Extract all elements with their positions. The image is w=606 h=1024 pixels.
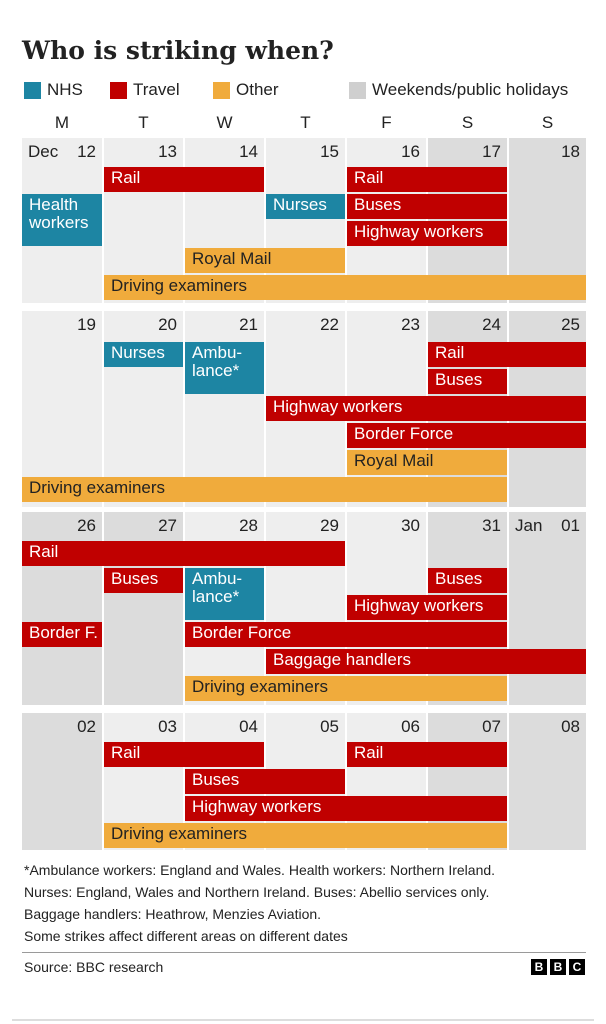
strike-bar-travel: Rail <box>104 742 264 767</box>
day-number: 18 <box>561 142 580 161</box>
strike-bar-nhs: Ambu-lance* <box>185 342 264 394</box>
bbc-logo-letter: B <box>550 959 566 975</box>
day-number: 04 <box>239 717 258 736</box>
legend-label: NHS <box>47 80 83 99</box>
weekday-header: T <box>138 113 149 132</box>
strike-bar-other: Royal Mail <box>347 450 507 475</box>
strike-bar-travel: Rail <box>428 342 586 367</box>
strike-bar-travel: Buses <box>428 369 507 394</box>
legend-item: Weekends/public holidays <box>349 80 568 100</box>
day-number: 13 <box>158 142 177 161</box>
day-number: 01 <box>561 516 580 535</box>
strike-bar-nhs: Nurses <box>266 194 345 219</box>
day-number: 20 <box>158 315 177 334</box>
weekday-header: T <box>300 113 311 132</box>
day-number: 02 <box>77 717 96 736</box>
legend-label: Weekends/public holidays <box>372 80 569 99</box>
day-number: 28 <box>239 516 258 535</box>
legend-swatch <box>24 81 41 99</box>
day-number: 25 <box>561 315 580 334</box>
bottom-divider <box>12 1019 594 1021</box>
strike-bar-travel: Highway workers <box>185 796 507 821</box>
source-note: Source: BBC research <box>24 959 164 975</box>
day-number: 12 <box>77 142 96 161</box>
strike-bar-travel: Border Force <box>185 622 507 647</box>
footnote-2: Nurses: England, Wales and Northern Irel… <box>24 884 490 900</box>
day-number: 21 <box>239 315 258 334</box>
legend-item: Other <box>213 80 279 100</box>
strike-bar-travel: Rail <box>347 742 507 767</box>
day-number: 07 <box>482 717 501 736</box>
day-number: 08 <box>561 717 580 736</box>
strike-bar-travel: Highway workers <box>347 595 507 620</box>
legend-item: Travel <box>110 80 180 100</box>
legend-label: Travel <box>133 80 180 99</box>
legend-swatch <box>213 81 230 99</box>
day-number: 05 <box>320 717 339 736</box>
strike-bar-other: Royal Mail <box>185 248 345 273</box>
legend-item: NHS <box>24 80 83 100</box>
day-number: 31 <box>482 516 501 535</box>
footer-divider <box>22 952 586 953</box>
strike-bar-travel: Buses <box>185 769 345 794</box>
strike-bar-other: Driving examiners <box>104 275 586 300</box>
footnote-1: *Ambulance workers: England and Wales. H… <box>24 862 496 878</box>
day-number: 14 <box>239 142 258 161</box>
strike-bar-nhs: Health workers <box>22 194 102 246</box>
day-number: 16 <box>401 142 420 161</box>
holiday-day-cell: 08 <box>509 713 586 850</box>
strike-bar-other: Driving examiners <box>185 676 507 701</box>
month-label: Dec <box>28 142 59 161</box>
strike-bar-other: Driving examiners <box>22 477 507 502</box>
day-number: 27 <box>158 516 177 535</box>
strike-bar-nhs: Ambu-lance* <box>185 568 264 620</box>
day-number: 26 <box>77 516 96 535</box>
holiday-day-cell: 01 Jan <box>509 512 586 705</box>
day-number: 19 <box>77 315 96 334</box>
strike-bar-travel: Baggage handlers <box>266 649 586 674</box>
bbc-logo-letter: B <box>531 959 547 975</box>
day-number: 24 <box>482 315 501 334</box>
weekday-header: M <box>54 113 70 132</box>
weekday-header: S <box>541 113 554 132</box>
day-number: 06 <box>401 717 420 736</box>
bbc-logo-letter: C <box>569 959 585 975</box>
strike-bar-travel: Border Force <box>347 423 586 448</box>
strike-bar-nhs: Nurses <box>104 342 183 367</box>
day-cell: 19 <box>22 311 102 507</box>
legend-label: Other <box>236 80 279 99</box>
chart-title: Who is striking when? <box>22 36 334 65</box>
weekday-header: F <box>381 113 392 132</box>
strike-bar-travel: Rail <box>104 167 264 192</box>
strike-bar-travel: Rail <box>22 541 345 566</box>
day-number: 17 <box>482 142 501 161</box>
strike-bar-other: Driving examiners <box>104 823 507 848</box>
weekday-header: W <box>216 113 233 132</box>
day-number: 30 <box>401 516 420 535</box>
day-number: 03 <box>158 717 177 736</box>
bbc-logo: B B C <box>531 959 585 975</box>
day-number: 23 <box>401 315 420 334</box>
day-number: 22 <box>320 315 339 334</box>
strike-bar-travel: Highway workers <box>347 221 507 246</box>
holiday-day-cell: 02 <box>22 713 102 850</box>
month-label: Jan <box>515 516 543 535</box>
legend-swatch <box>110 81 127 99</box>
weekday-header: S <box>461 113 474 132</box>
day-number: 29 <box>320 516 339 535</box>
footnote-3: Baggage handlers: Heathrow, Menzies Avia… <box>24 906 322 922</box>
strike-bar-travel: Buses <box>347 194 507 219</box>
strike-bar-travel: Rail <box>347 167 507 192</box>
legend-swatch <box>349 81 366 99</box>
day-number: 15 <box>320 142 339 161</box>
strike-bar-travel: Buses <box>104 568 183 593</box>
strike-bar-travel: Buses <box>428 568 507 593</box>
strike-bar-travel: Border F. <box>22 622 102 647</box>
footnote-4: Some strikes affect different areas on d… <box>24 928 348 944</box>
strike-bar-travel: Highway workers <box>266 396 586 421</box>
